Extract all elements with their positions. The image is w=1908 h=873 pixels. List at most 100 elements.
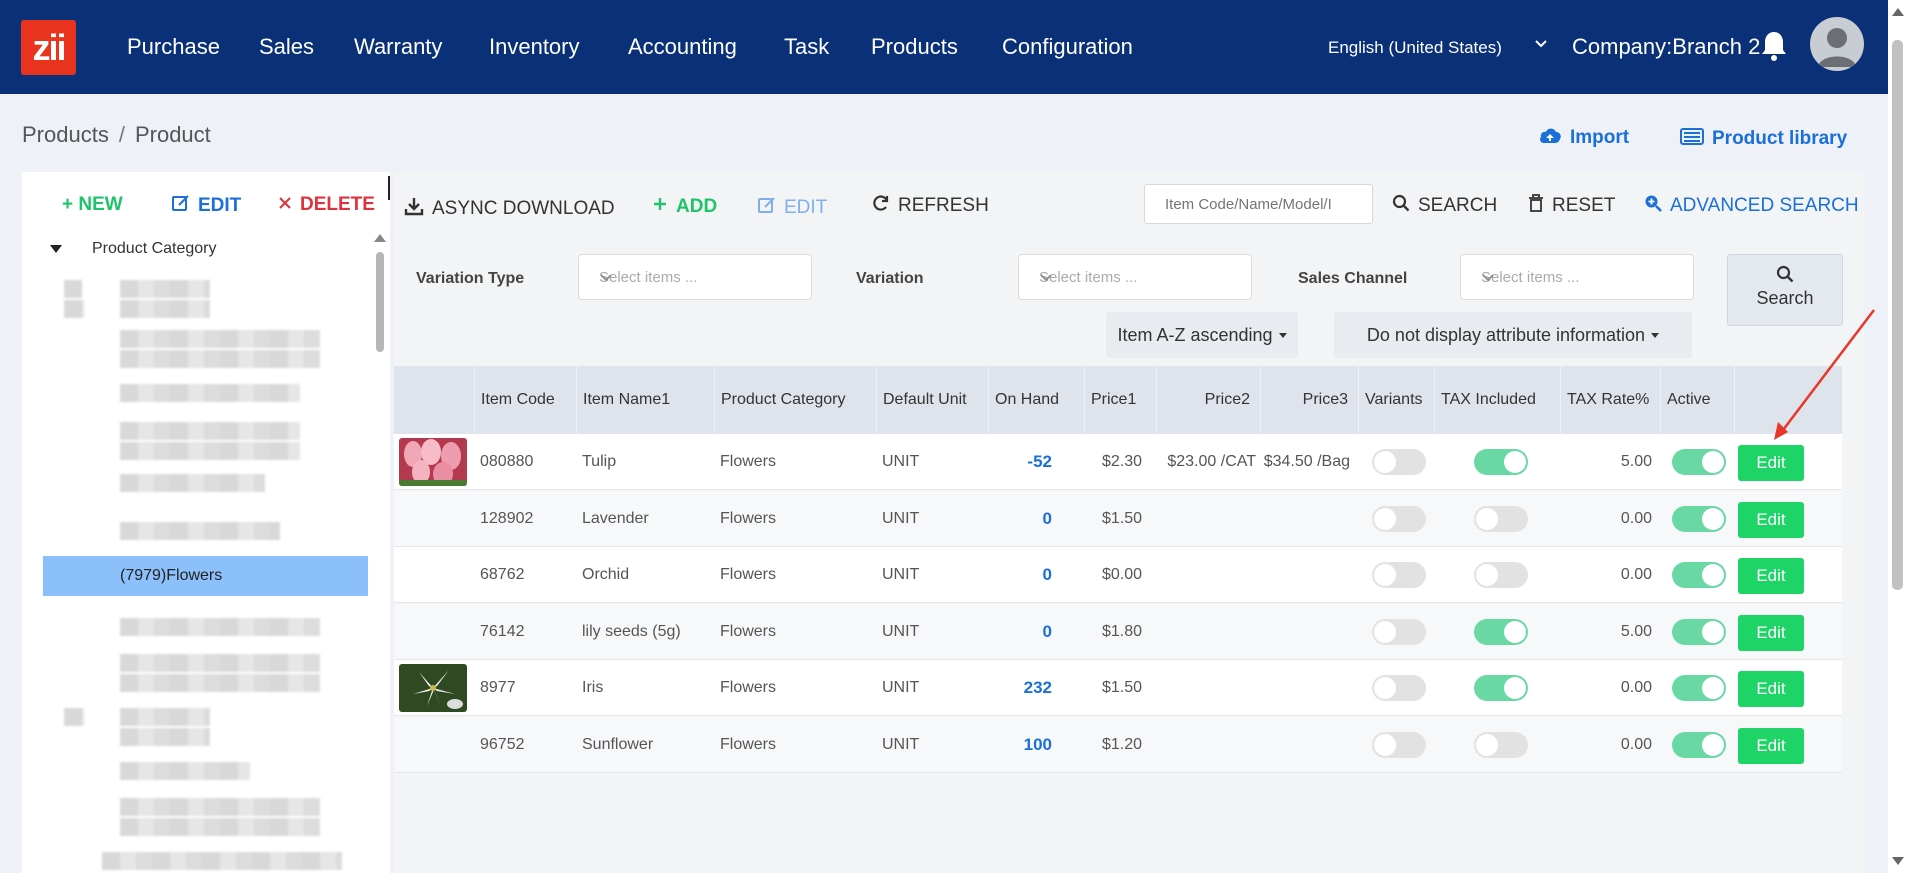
plus-icon — [652, 196, 668, 218]
scroll-thumb[interactable] — [1892, 40, 1903, 590]
scroll-up-icon[interactable] — [1892, 8, 1904, 16]
table-row[interactable]: 68762 Orchid Flowers UNIT 0 $0.00 0.00 Edit — [394, 547, 1842, 603]
tree-item-selected[interactable]: (7979)Flowers — [43, 556, 368, 596]
nav-products[interactable]: Products — [871, 34, 958, 59]
search-button[interactable]: SEARCH — [1392, 194, 1497, 218]
tree-root[interactable]: Product Category — [92, 240, 217, 257]
reset-button[interactable]: RESET — [1528, 194, 1615, 218]
product-library-button[interactable]: Product library — [1680, 126, 1847, 152]
nav-purchase[interactable]: Purchase — [127, 34, 220, 59]
variants-toggle[interactable] — [1372, 618, 1426, 645]
variants-toggle[interactable] — [1372, 449, 1426, 475]
col-price3[interactable]: Price3 — [1260, 366, 1358, 434]
bell-icon[interactable] — [1760, 30, 1788, 67]
table-row[interactable]: 76142 lily seeds (5g) Flowers UNIT 0 $1.80 5.0… — [394, 603, 1842, 660]
edit-row-button[interactable]: Edit — [1738, 671, 1804, 707]
active-toggle[interactable] — [1672, 562, 1726, 588]
search-plus-icon — [1644, 194, 1662, 218]
col-item-name[interactable]: Item Name1 — [576, 366, 670, 434]
sales-channel-select[interactable]: Select items ... — [1460, 254, 1694, 300]
avatar[interactable] — [1810, 17, 1864, 71]
chevron-down-icon[interactable] — [1533, 36, 1549, 57]
tax-included-toggle[interactable] — [1474, 562, 1528, 588]
breadcrumb: Products / Product — [22, 122, 211, 148]
col-tax-included[interactable]: TAX Included — [1434, 366, 1536, 434]
advanced-search-button[interactable]: ADVANCED SEARCH — [1644, 194, 1859, 218]
variants-toggle[interactable] — [1372, 505, 1426, 532]
variants-toggle[interactable] — [1372, 562, 1426, 588]
caret-down-icon[interactable] — [50, 245, 62, 253]
edit-row-button[interactable]: Edit — [1738, 558, 1804, 594]
col-item-code[interactable]: Item Code — [474, 366, 555, 434]
col-variants[interactable]: Variants — [1358, 366, 1423, 434]
scroll-up-icon[interactable] — [374, 234, 386, 242]
tree-item-redacted — [120, 522, 280, 540]
active-toggle[interactable] — [1672, 449, 1726, 475]
zii-logo[interactable]: zii — [21, 20, 76, 75]
edit-category-button[interactable]: EDIT — [172, 194, 241, 218]
breadcrumb-products[interactable]: Products — [22, 122, 109, 147]
search-input[interactable] — [1144, 184, 1373, 224]
active-toggle[interactable] — [1672, 675, 1726, 701]
variants-toggle[interactable] — [1372, 675, 1426, 701]
new-category-button[interactable]: + NEW — [62, 194, 123, 216]
nav-configuration[interactable]: Configuration — [1002, 34, 1133, 59]
import-button[interactable]: Import — [1538, 126, 1629, 150]
nav-task[interactable]: Task — [784, 34, 830, 59]
edit-product-button[interactable]: EDIT — [758, 196, 827, 220]
sort-dropdown[interactable]: Item A-Z ascending — [1106, 312, 1298, 358]
tax-included-toggle[interactable] — [1474, 505, 1528, 532]
scroll-down-icon[interactable] — [1892, 857, 1904, 865]
product-thumbnail[interactable] — [399, 664, 467, 712]
company-branch[interactable]: Company:Branch 2 — [1572, 34, 1761, 59]
attribute-display-dropdown[interactable]: Do not display attribute information — [1334, 312, 1692, 358]
table-row[interactable]: 080880 Tulip Flowers UNIT -52 $2.30 $23.00 /CA… — [394, 434, 1842, 490]
tax-included-toggle[interactable] — [1474, 618, 1528, 645]
col-price2[interactable]: Price2 — [1156, 366, 1260, 434]
category-scrollbar[interactable] — [372, 200, 388, 873]
active-toggle[interactable] — [1672, 731, 1726, 758]
table-row[interactable]: 128902 Lavender Flowers UNIT 0 $1.50 0.00 Edit — [394, 490, 1842, 547]
table-row[interactable]: 8977 Iris Flowers UNIT 232 $1.50 0.00 Edit — [394, 660, 1842, 716]
active-toggle[interactable] — [1672, 505, 1726, 532]
filter-search-button[interactable]: Search — [1727, 254, 1843, 326]
tax-included-toggle[interactable] — [1474, 731, 1528, 758]
tax-included-toggle[interactable] — [1474, 449, 1528, 475]
variation-select[interactable]: Select items ... — [1018, 254, 1252, 300]
variants-toggle[interactable] — [1372, 731, 1426, 758]
delete-category-button[interactable]: DELETE — [278, 194, 375, 216]
nav-inventory[interactable]: Inventory — [489, 34, 580, 59]
language-select[interactable]: English (United States) — [1328, 38, 1502, 57]
item-name: Tulip — [582, 453, 617, 470]
add-product-button[interactable]: ADD — [652, 196, 717, 218]
table-row[interactable]: 96752 Sunflower Flowers UNIT 100 $1.20 0.00 Edi… — [394, 716, 1842, 773]
caret-down-icon — [1651, 332, 1660, 338]
col-on-hand[interactable]: On Hand — [988, 366, 1059, 434]
active-toggle[interactable] — [1672, 618, 1726, 645]
product-thumbnail[interactable] — [399, 438, 467, 486]
tree-item-redacted — [120, 762, 250, 780]
item-name: lily seeds (5g) — [582, 622, 681, 640]
col-tax-rate[interactable]: TAX Rate% — [1560, 366, 1649, 434]
col-default-unit[interactable]: Default Unit — [876, 366, 967, 434]
edit-row-button[interactable]: Edit — [1738, 501, 1804, 538]
nav-accounting[interactable]: Accounting — [628, 34, 737, 59]
panel-divider[interactable] — [388, 176, 390, 200]
col-active[interactable]: Active — [1660, 366, 1711, 434]
variation-type-select[interactable]: Select items ... — [578, 254, 812, 300]
item-name: Sunflower — [582, 735, 654, 753]
nav-sales[interactable]: Sales — [259, 34, 315, 59]
scroll-thumb[interactable] — [376, 252, 384, 352]
col-product-category[interactable]: Product Category — [714, 366, 846, 434]
price1: $1.50 — [1101, 509, 1142, 527]
col-price1[interactable]: Price1 — [1084, 366, 1136, 434]
edit-row-button[interactable]: Edit — [1738, 445, 1804, 481]
nav-warranty[interactable]: Warranty — [354, 34, 443, 59]
tax-included-toggle[interactable] — [1474, 675, 1528, 701]
default-unit: UNIT — [882, 453, 920, 470]
edit-row-button[interactable]: Edit — [1738, 614, 1804, 651]
edit-row-button[interactable]: Edit — [1738, 727, 1804, 764]
page-scrollbar[interactable] — [1888, 0, 1908, 873]
refresh-button[interactable]: REFRESH — [872, 194, 989, 218]
async-download-button[interactable]: ASYNC DOWNLOAD — [404, 196, 615, 222]
